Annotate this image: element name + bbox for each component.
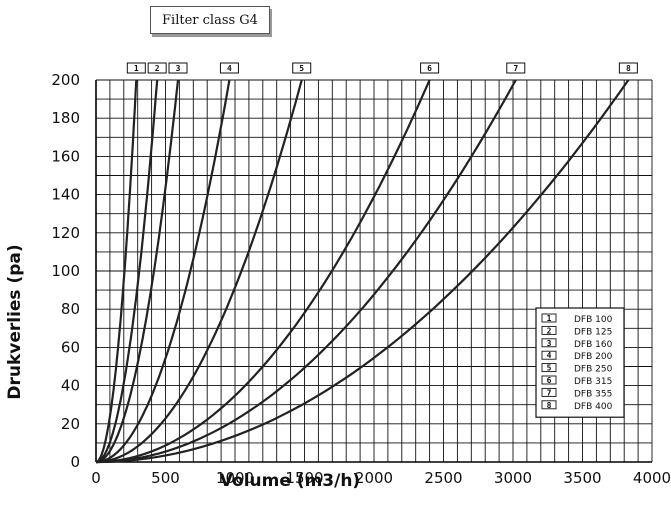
- y-tick-label: 60: [61, 338, 80, 356]
- curve-tag-label: 6: [427, 64, 432, 73]
- legend-tag-box: [541, 313, 557, 323]
- curve-2: [95, 79, 159, 464]
- x-tick-label: 1500: [285, 469, 323, 487]
- legend-entry: DFB 250: [574, 365, 613, 375]
- x-tick-label: 1000: [216, 469, 254, 487]
- y-tick-label: 180: [51, 109, 80, 127]
- curve-tag-box: [219, 62, 239, 74]
- legend-tag: 6: [547, 376, 552, 385]
- legend-tag-box: [541, 400, 557, 410]
- curve-tag-label: 8: [626, 64, 631, 73]
- x-tick-label: 2000: [355, 469, 393, 487]
- legend-tag: 5: [547, 364, 552, 373]
- curve-tag-label: 7: [513, 64, 518, 73]
- legend-tag-box: [541, 338, 557, 348]
- legend-entry: DFB 160: [574, 340, 613, 350]
- legend-tag: 2: [547, 326, 552, 335]
- x-tick-label: 0: [91, 469, 101, 487]
- legend-entry: DFB 125: [574, 327, 612, 337]
- y-tick-label: 80: [61, 300, 80, 318]
- x-axis-label: Volume (m3/h): [220, 471, 360, 491]
- legend-tag: 1: [547, 314, 552, 323]
- x-tick-label: 4000: [633, 469, 671, 487]
- y-tick-label: 0: [70, 453, 80, 471]
- curve-7: [95, 79, 517, 464]
- curve-tags: 1 2 3 4 5 6 7 8: [126, 62, 638, 74]
- curve-tag-box: [292, 62, 312, 74]
- legend-tag-box: [541, 375, 557, 385]
- curve-tag-box: [420, 62, 440, 74]
- y-tick-label: 20: [61, 415, 80, 433]
- y-tick-label: 40: [61, 377, 80, 395]
- curve-tag-label: 5: [299, 64, 304, 73]
- legend-tag-box: [541, 363, 557, 373]
- curve-8: [95, 79, 630, 464]
- legend-entry: DFB 100: [574, 315, 613, 325]
- y-tick-label: 200: [51, 71, 80, 89]
- x-tick-label: 2500: [424, 469, 462, 487]
- legend: 1 DFB 100 2 DFB 125 3 DFB 160 4 DFB 200 5 DFB 250…: [535, 307, 625, 418]
- curves: [95, 79, 630, 464]
- legend-entry: DFB 315: [574, 377, 612, 387]
- curve-4: [95, 79, 231, 464]
- legend-tag-box: [541, 387, 557, 397]
- x-tick-label: 500: [151, 469, 180, 487]
- curve-tag-box: [168, 62, 188, 74]
- curve-6: [95, 79, 431, 464]
- curve-tag-box: [618, 62, 638, 74]
- legend-tag-box: [541, 350, 557, 360]
- tick-labels: 0 500 1000 1500 2000 2500 3000 3500 4000 0 20 40 60 8…: [51, 71, 671, 487]
- legend-tag: 7: [547, 388, 552, 397]
- y-tick-label: 100: [51, 262, 80, 280]
- curve-tag-box: [147, 62, 167, 74]
- curve-tag-label: 4: [227, 64, 232, 73]
- axes: [95, 80, 652, 463]
- curve-5: [95, 79, 303, 464]
- curve-3: [95, 79, 180, 464]
- curve-tag-label: 2: [155, 64, 160, 73]
- y-tick-label: 120: [51, 224, 80, 242]
- curve-tag-box: [126, 62, 146, 74]
- x-tick-label: 3500: [563, 469, 601, 487]
- legend-entry: DFB 400: [574, 402, 613, 412]
- y-axis-label: Drukverlies (pa): [5, 244, 25, 399]
- curve-tag-label: 1: [134, 64, 139, 73]
- curve-tag-box: [506, 62, 526, 74]
- legend-entry: DFB 355: [574, 389, 612, 399]
- legend-tag: 3: [547, 339, 552, 348]
- y-tick-label: 160: [51, 147, 80, 165]
- chart-title: Filter class G4: [150, 6, 270, 34]
- y-tick-label: 140: [51, 186, 80, 204]
- legend-tag: 4: [547, 351, 552, 360]
- legend-entry: DFB 200: [574, 352, 613, 362]
- legend-tag-box: [541, 325, 557, 335]
- curve-1: [95, 79, 138, 464]
- legend-tag: 8: [547, 401, 552, 410]
- curve-tag-label: 3: [176, 64, 181, 73]
- x-tick-label: 3000: [494, 469, 532, 487]
